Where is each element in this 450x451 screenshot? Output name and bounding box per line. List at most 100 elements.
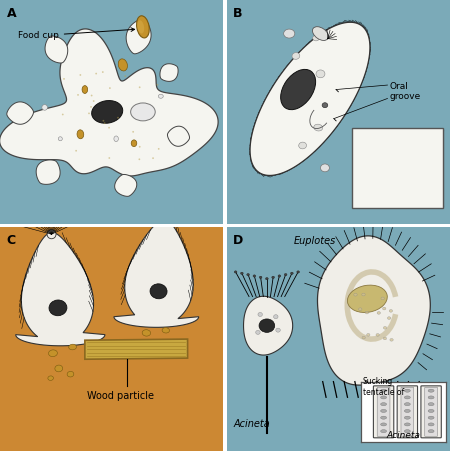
Ellipse shape <box>359 308 362 311</box>
Ellipse shape <box>117 117 119 119</box>
Ellipse shape <box>383 327 387 329</box>
Ellipse shape <box>80 74 81 76</box>
Ellipse shape <box>284 29 295 38</box>
Ellipse shape <box>77 130 84 139</box>
Polygon shape <box>250 22 370 175</box>
Ellipse shape <box>67 371 74 377</box>
Ellipse shape <box>90 106 92 108</box>
Ellipse shape <box>137 16 149 38</box>
Ellipse shape <box>367 333 370 336</box>
Ellipse shape <box>234 271 237 273</box>
Polygon shape <box>36 160 60 184</box>
Ellipse shape <box>158 94 163 98</box>
Polygon shape <box>167 126 189 146</box>
Ellipse shape <box>108 127 110 129</box>
Ellipse shape <box>49 350 58 357</box>
Polygon shape <box>115 175 137 196</box>
Polygon shape <box>318 236 430 385</box>
Text: Sucking
tentacle of: Sucking tentacle of <box>363 377 404 397</box>
Ellipse shape <box>114 136 118 142</box>
Polygon shape <box>114 221 199 327</box>
Ellipse shape <box>55 365 63 372</box>
Ellipse shape <box>139 158 140 160</box>
Ellipse shape <box>92 101 123 123</box>
Bar <box>352 128 443 208</box>
Ellipse shape <box>247 273 249 276</box>
Text: C: C <box>7 234 16 247</box>
Ellipse shape <box>102 71 104 73</box>
Ellipse shape <box>49 300 67 316</box>
Ellipse shape <box>274 315 278 319</box>
Polygon shape <box>126 19 151 54</box>
Text: Oral
groove: Oral groove <box>390 82 421 101</box>
Ellipse shape <box>259 276 262 278</box>
Ellipse shape <box>62 114 63 115</box>
Ellipse shape <box>63 78 65 80</box>
Ellipse shape <box>152 157 154 159</box>
Ellipse shape <box>297 271 300 273</box>
Ellipse shape <box>77 94 79 96</box>
Ellipse shape <box>48 376 54 380</box>
Ellipse shape <box>69 344 76 350</box>
Ellipse shape <box>322 103 328 108</box>
Text: Euplotes: Euplotes <box>294 236 336 246</box>
Ellipse shape <box>347 285 387 313</box>
Ellipse shape <box>292 53 300 60</box>
Ellipse shape <box>376 334 379 336</box>
Ellipse shape <box>284 273 287 276</box>
Ellipse shape <box>390 339 393 341</box>
Text: Wood particle: Wood particle <box>87 391 154 400</box>
Ellipse shape <box>75 150 77 152</box>
Ellipse shape <box>142 330 151 336</box>
Ellipse shape <box>42 105 47 110</box>
Ellipse shape <box>132 131 134 133</box>
Ellipse shape <box>389 309 392 312</box>
Ellipse shape <box>58 137 62 141</box>
Ellipse shape <box>156 353 162 358</box>
Ellipse shape <box>314 124 323 131</box>
Text: Food cup: Food cup <box>18 28 135 40</box>
Ellipse shape <box>103 120 104 122</box>
Ellipse shape <box>381 297 384 300</box>
Ellipse shape <box>118 59 127 71</box>
Ellipse shape <box>158 148 160 150</box>
Ellipse shape <box>299 142 306 149</box>
Ellipse shape <box>387 317 391 319</box>
Ellipse shape <box>137 20 144 33</box>
Polygon shape <box>16 234 105 346</box>
Ellipse shape <box>258 313 262 317</box>
Ellipse shape <box>291 272 293 274</box>
Ellipse shape <box>104 122 106 124</box>
Ellipse shape <box>109 87 111 89</box>
Ellipse shape <box>383 337 387 340</box>
Ellipse shape <box>138 354 143 358</box>
Ellipse shape <box>313 35 320 41</box>
Ellipse shape <box>362 336 365 339</box>
Polygon shape <box>85 339 188 359</box>
Ellipse shape <box>160 217 169 226</box>
Ellipse shape <box>124 75 126 77</box>
Ellipse shape <box>88 112 90 114</box>
Text: B: B <box>234 7 243 20</box>
Ellipse shape <box>130 103 155 121</box>
Ellipse shape <box>162 328 170 333</box>
Ellipse shape <box>312 27 328 41</box>
Text: Acineta: Acineta <box>386 431 420 440</box>
Ellipse shape <box>108 157 110 159</box>
Ellipse shape <box>316 70 325 78</box>
Ellipse shape <box>240 272 243 274</box>
Ellipse shape <box>320 164 329 172</box>
Polygon shape <box>243 296 292 355</box>
Ellipse shape <box>139 146 140 147</box>
Ellipse shape <box>276 328 280 332</box>
Ellipse shape <box>266 277 268 280</box>
Ellipse shape <box>382 307 386 310</box>
Text: Acineta: Acineta <box>234 419 270 428</box>
Ellipse shape <box>256 331 260 334</box>
Ellipse shape <box>82 86 88 93</box>
Ellipse shape <box>146 345 153 351</box>
Ellipse shape <box>91 95 93 97</box>
Ellipse shape <box>365 311 369 314</box>
Polygon shape <box>45 36 68 63</box>
Polygon shape <box>0 29 218 176</box>
